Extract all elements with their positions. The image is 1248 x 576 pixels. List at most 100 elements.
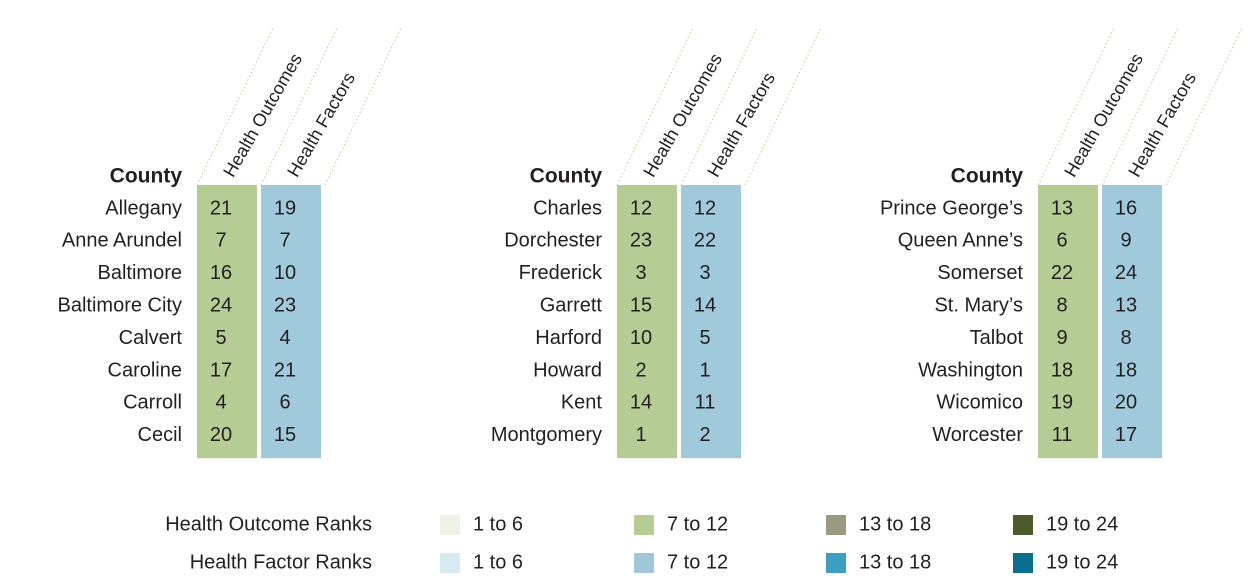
county-name: Worcester (932, 424, 1023, 446)
outcome-rank: 17 (210, 359, 232, 381)
legend-swatch (634, 553, 654, 573)
legend-swatch (826, 515, 846, 535)
legend-item: 7 to 12 (667, 551, 728, 573)
factor-rank: 20 (1115, 392, 1137, 414)
outcome-rank: 1 (635, 424, 646, 446)
outcome-rank: 13 (1051, 197, 1073, 219)
legend-swatch (1013, 553, 1033, 573)
outcome-rank: 21 (210, 197, 232, 219)
county-name: Garrett (540, 294, 603, 316)
county-name: St. Mary’s (934, 294, 1023, 316)
factor-rank: 2 (699, 424, 710, 446)
column-header: Health Factors (283, 69, 359, 180)
factor-rank: 19 (274, 197, 296, 219)
county-header: County (951, 165, 1024, 188)
outcome-rank: 9 (1056, 327, 1067, 349)
county-name: Cecil (138, 424, 182, 446)
outcome-rank: 14 (630, 392, 652, 414)
guide-line (196, 28, 274, 186)
factor-rank: 13 (1115, 294, 1137, 316)
rank-column (617, 185, 677, 459)
rank-column (681, 185, 741, 459)
county-name: Wicomico (936, 392, 1023, 414)
factor-rank: 8 (1120, 327, 1131, 349)
outcome-rank: 16 (210, 262, 232, 284)
factor-rank: 9 (1120, 230, 1131, 252)
county-name: Queen Anne’s (898, 230, 1023, 252)
county-name: Frederick (519, 262, 603, 284)
legend-item: 19 to 24 (1046, 513, 1118, 535)
factor-rank: 16 (1115, 197, 1137, 219)
legend-swatch (826, 553, 846, 573)
legend-item: 19 to 24 (1046, 551, 1118, 573)
outcome-rank: 19 (1051, 392, 1073, 414)
county-header: County (110, 165, 183, 188)
outcome-rank: 8 (1056, 294, 1067, 316)
factor-rank: 17 (1115, 424, 1137, 446)
legend-label: Health Factor Ranks (190, 551, 372, 573)
outcome-rank: 3 (635, 262, 646, 284)
factor-rank: 11 (695, 392, 716, 414)
column-header: Health Factors (1124, 69, 1200, 180)
factor-rank: 22 (694, 230, 716, 252)
guide-line (1165, 28, 1243, 186)
legend-swatch (1013, 515, 1033, 535)
county-name: Prince George’s (880, 197, 1023, 219)
county-name: Allegany (105, 197, 182, 219)
guide-line (744, 28, 822, 186)
county-name: Baltimore (98, 262, 182, 284)
outcome-rank: 7 (215, 230, 226, 252)
factor-rank: 23 (274, 294, 296, 316)
county-name: Baltimore City (58, 294, 182, 316)
legend-swatch (634, 515, 654, 535)
guide-line (260, 28, 338, 186)
factor-rank: 3 (699, 262, 710, 284)
factor-rank: 12 (694, 197, 716, 219)
outcome-rank: 23 (630, 230, 652, 252)
factor-rank: 14 (694, 294, 716, 316)
rank-column (1102, 185, 1162, 459)
rank-column (261, 185, 321, 459)
factor-rank: 1 (699, 359, 710, 381)
outcome-rank: 2 (635, 359, 646, 381)
factor-rank: 7 (279, 230, 290, 252)
county-name: Somerset (937, 262, 1023, 284)
legend-item: 13 to 18 (859, 551, 931, 573)
county-name: Howard (533, 359, 602, 381)
outcome-rank: 4 (215, 392, 226, 414)
outcome-rank: 11 (1052, 424, 1073, 446)
county-name: Dorchester (504, 230, 602, 252)
county-name: Kent (561, 392, 603, 414)
county-name: Harford (535, 327, 602, 349)
county-name: Washington (918, 359, 1023, 381)
county-name: Calvert (119, 327, 183, 349)
factor-rank: 4 (279, 327, 290, 349)
outcome-rank: 18 (1051, 359, 1073, 381)
factor-rank: 10 (274, 262, 296, 284)
county-name: Caroline (108, 359, 182, 381)
county-name: Montgomery (491, 424, 602, 446)
county-name: Charles (533, 197, 602, 219)
county-header: County (530, 165, 603, 188)
county-name: Anne Arundel (62, 230, 182, 252)
guide-line (324, 28, 402, 186)
outcome-rank: 15 (630, 294, 652, 316)
legend-swatch (440, 553, 460, 573)
outcome-rank: 5 (215, 327, 226, 349)
guide-line (1101, 28, 1179, 186)
legend-item: 7 to 12 (667, 513, 728, 535)
outcome-rank: 22 (1051, 262, 1073, 284)
legend-label: Health Outcome Ranks (165, 513, 372, 535)
factor-rank: 21 (274, 359, 296, 381)
factor-rank: 18 (1115, 359, 1137, 381)
outcome-rank: 10 (630, 327, 652, 349)
outcome-rank: 12 (630, 197, 652, 219)
factor-rank: 15 (274, 424, 296, 446)
legend-item: 13 to 18 (859, 513, 931, 535)
county-name: Talbot (970, 327, 1024, 349)
legend-swatch (440, 515, 460, 535)
legend-item: 1 to 6 (473, 513, 523, 535)
rank-column (1038, 185, 1098, 459)
legend-item: 1 to 6 (473, 551, 523, 573)
